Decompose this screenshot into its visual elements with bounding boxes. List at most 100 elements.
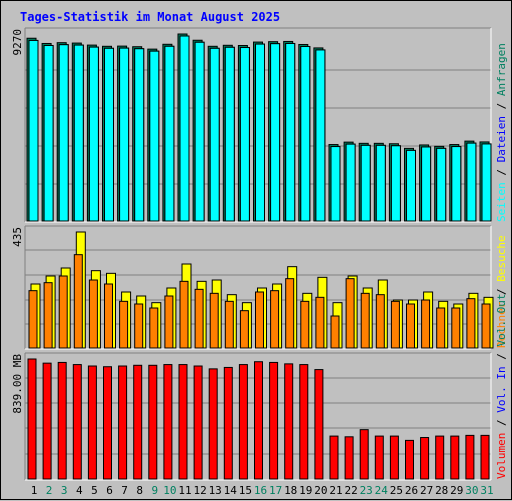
bar-volumen xyxy=(148,364,158,480)
bar-seiten xyxy=(360,144,371,222)
bar-seiten xyxy=(104,47,114,222)
bar-volumen xyxy=(480,434,490,480)
bar-seiten xyxy=(43,44,54,222)
x-tick-label: 17 xyxy=(269,484,282,497)
legend-vol-out: Vol. Out xyxy=(495,294,508,347)
bar-volumen xyxy=(359,429,369,480)
bar-volumen xyxy=(254,361,263,480)
bar-rechner xyxy=(119,300,129,349)
bar-volumen xyxy=(344,436,354,480)
x-tick-label: 10 xyxy=(163,484,176,497)
bar-volumen xyxy=(87,365,97,480)
x-tick-label: 25 xyxy=(390,484,403,497)
x-tick-label: 1 xyxy=(31,484,38,497)
bar-rechner xyxy=(179,280,189,349)
bar-volumen xyxy=(284,363,294,480)
bar-seiten xyxy=(330,146,341,222)
bars xyxy=(26,33,494,480)
bar-rechner xyxy=(421,299,431,349)
x-tick-label: 27 xyxy=(420,484,433,497)
legend-dateien: Dateien xyxy=(495,116,508,162)
bar-volumen xyxy=(435,435,445,480)
x-tick-label: 15 xyxy=(239,484,252,497)
legend-visits: Rechner / Besuche xyxy=(495,235,508,348)
bar-rechner xyxy=(436,307,446,349)
bar-seiten xyxy=(285,42,296,222)
legend-vol-in: Vol. In xyxy=(495,366,508,412)
bar-volumen xyxy=(133,364,143,480)
legend-rechner: Rechner xyxy=(495,301,508,348)
labels: 1 2 3 4 5 6 7 8 9 10 11 12 13 14 15 16 17 18 19 20 21 22 23 24 2… xyxy=(11,29,508,497)
bar-volumen xyxy=(420,437,430,480)
bar-volumen xyxy=(405,439,414,480)
x-tick-label: 20 xyxy=(314,484,327,497)
bar-seiten xyxy=(466,142,477,222)
bar-rechner xyxy=(239,310,249,349)
bar-rechner xyxy=(209,292,219,349)
x-tick-label: 13 xyxy=(209,484,222,497)
x-tick-label: 28 xyxy=(435,484,448,497)
bar-seiten xyxy=(58,44,69,222)
x-tick-label: 7 xyxy=(121,484,128,497)
bar-volumen xyxy=(178,364,188,480)
bar-rechner xyxy=(149,307,159,349)
bar-rechner xyxy=(406,303,415,349)
bar-rechner xyxy=(315,296,325,349)
bar-rechner xyxy=(164,295,174,349)
bar-volumen xyxy=(57,361,67,480)
bar-seiten xyxy=(270,43,281,222)
bar-rechner xyxy=(345,278,355,349)
x-tick-label: 4 xyxy=(76,484,83,497)
bar-rechner xyxy=(255,291,264,349)
legend-volume: Volumen / Vol. In / Vol. Out xyxy=(495,294,508,479)
bar-volumen xyxy=(163,364,173,480)
bar-seiten xyxy=(481,143,492,222)
bar-rechner xyxy=(58,275,68,349)
bar-rechner xyxy=(28,290,38,349)
bar-rechner xyxy=(194,288,204,349)
x-tick-label: 6 xyxy=(106,484,113,497)
x-tick-label: 3 xyxy=(61,484,68,497)
bar-volumen xyxy=(269,361,279,480)
legend-besuche: Besuche xyxy=(495,235,508,281)
bar-volumen xyxy=(374,435,384,480)
bar-seiten xyxy=(28,39,39,222)
bar-seiten xyxy=(149,50,160,222)
legend-hits: Seiten / Dateien / Anfragen xyxy=(495,43,508,222)
x-tick-label: 16 xyxy=(254,484,267,497)
y-max-label-hits: 9270 xyxy=(11,29,24,56)
bar-rechner xyxy=(300,300,310,349)
x-tick-label: 30 xyxy=(465,484,478,497)
bar-rechner xyxy=(466,298,476,349)
bar-rechner xyxy=(224,300,234,349)
bar-rechner xyxy=(104,283,113,349)
bar-volumen xyxy=(329,435,339,480)
bar-seiten xyxy=(88,46,99,222)
x-tick-label: 22 xyxy=(344,484,357,497)
bar-seiten xyxy=(390,145,401,222)
x-tick-label: 26 xyxy=(405,484,418,497)
bar-volumen xyxy=(42,362,52,480)
y-max-label-visits: 435 xyxy=(11,227,24,247)
x-tick-label: 31 xyxy=(480,484,493,497)
x-tick-label: 12 xyxy=(193,484,206,497)
x-tick-label: 8 xyxy=(136,484,143,497)
bar-seiten xyxy=(315,49,326,222)
x-tick-label: 23 xyxy=(360,484,373,497)
bar-rechner xyxy=(270,290,280,349)
legend-seiten: Seiten xyxy=(495,182,508,222)
legend-volumen: Volumen xyxy=(495,433,508,479)
bar-rechner xyxy=(481,303,491,349)
bar-rechner xyxy=(285,278,295,349)
bar-volumen xyxy=(27,358,37,480)
bar-volumen xyxy=(465,434,475,480)
bar-volumen xyxy=(450,435,460,480)
bar-seiten xyxy=(164,45,175,222)
bar-rechner xyxy=(330,315,340,349)
bar-rechner xyxy=(88,279,98,349)
bar-volumen xyxy=(314,369,324,480)
y-max-label-volume: 839.00 MB xyxy=(11,354,24,414)
x-tick-label: 5 xyxy=(91,484,98,497)
